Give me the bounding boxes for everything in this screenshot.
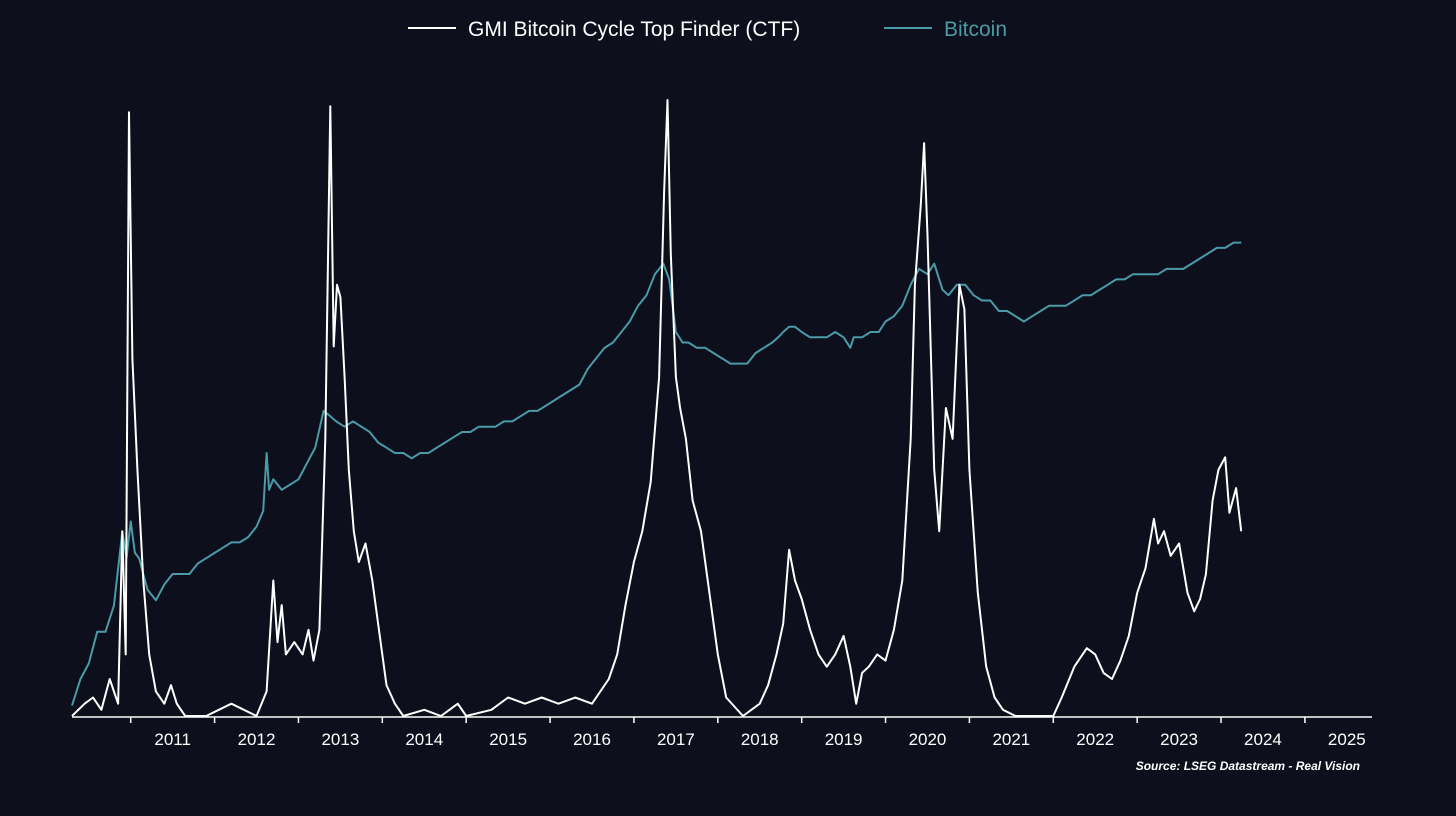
series-line-ctf xyxy=(71,99,1243,717)
x-tick-label-2018: 2018 xyxy=(741,730,779,749)
x-tick-label-2023: 2023 xyxy=(1160,730,1198,749)
x-tick-label-2013: 2013 xyxy=(321,730,359,749)
x-tick-label-2020: 2020 xyxy=(909,730,947,749)
x-tick-label-2024: 2024 xyxy=(1244,730,1282,749)
x-tick-label-2016: 2016 xyxy=(573,730,611,749)
plot-area xyxy=(71,99,1243,717)
x-tick-label-2011: 2011 xyxy=(154,730,191,749)
x-tick-label-2014: 2014 xyxy=(405,730,443,749)
x-tick-label-2012: 2012 xyxy=(238,730,276,749)
x-tick-label-2019: 2019 xyxy=(825,730,863,749)
x-tick-label-2015: 2015 xyxy=(489,730,527,749)
source-note: Source: LSEG Datastream - Real Vision xyxy=(1136,759,1360,773)
x-tick-label-2017: 2017 xyxy=(657,730,695,749)
x-tick-label-2025: 2025 xyxy=(1328,730,1366,749)
legend-label-ctf: GMI Bitcoin Cycle Top Finder (CTF) xyxy=(468,18,800,41)
x-tick-label-2022: 2022 xyxy=(1076,730,1114,749)
legend: GMI Bitcoin Cycle Top Finder (CTF) Bitco… xyxy=(408,18,1007,41)
legend-label-bitcoin: Bitcoin xyxy=(944,18,1007,41)
x-axis-ticks: 2011 2012 2013 2014 2015 2016 2017 2018 2019 2020… xyxy=(129,717,1366,749)
x-tick-label-2021: 2021 xyxy=(992,730,1030,749)
series-line-bitcoin xyxy=(71,241,1242,706)
x-axis: 2011 2012 2013 2014 2015 2016 2017 2018 2019 2020… xyxy=(72,716,1372,749)
